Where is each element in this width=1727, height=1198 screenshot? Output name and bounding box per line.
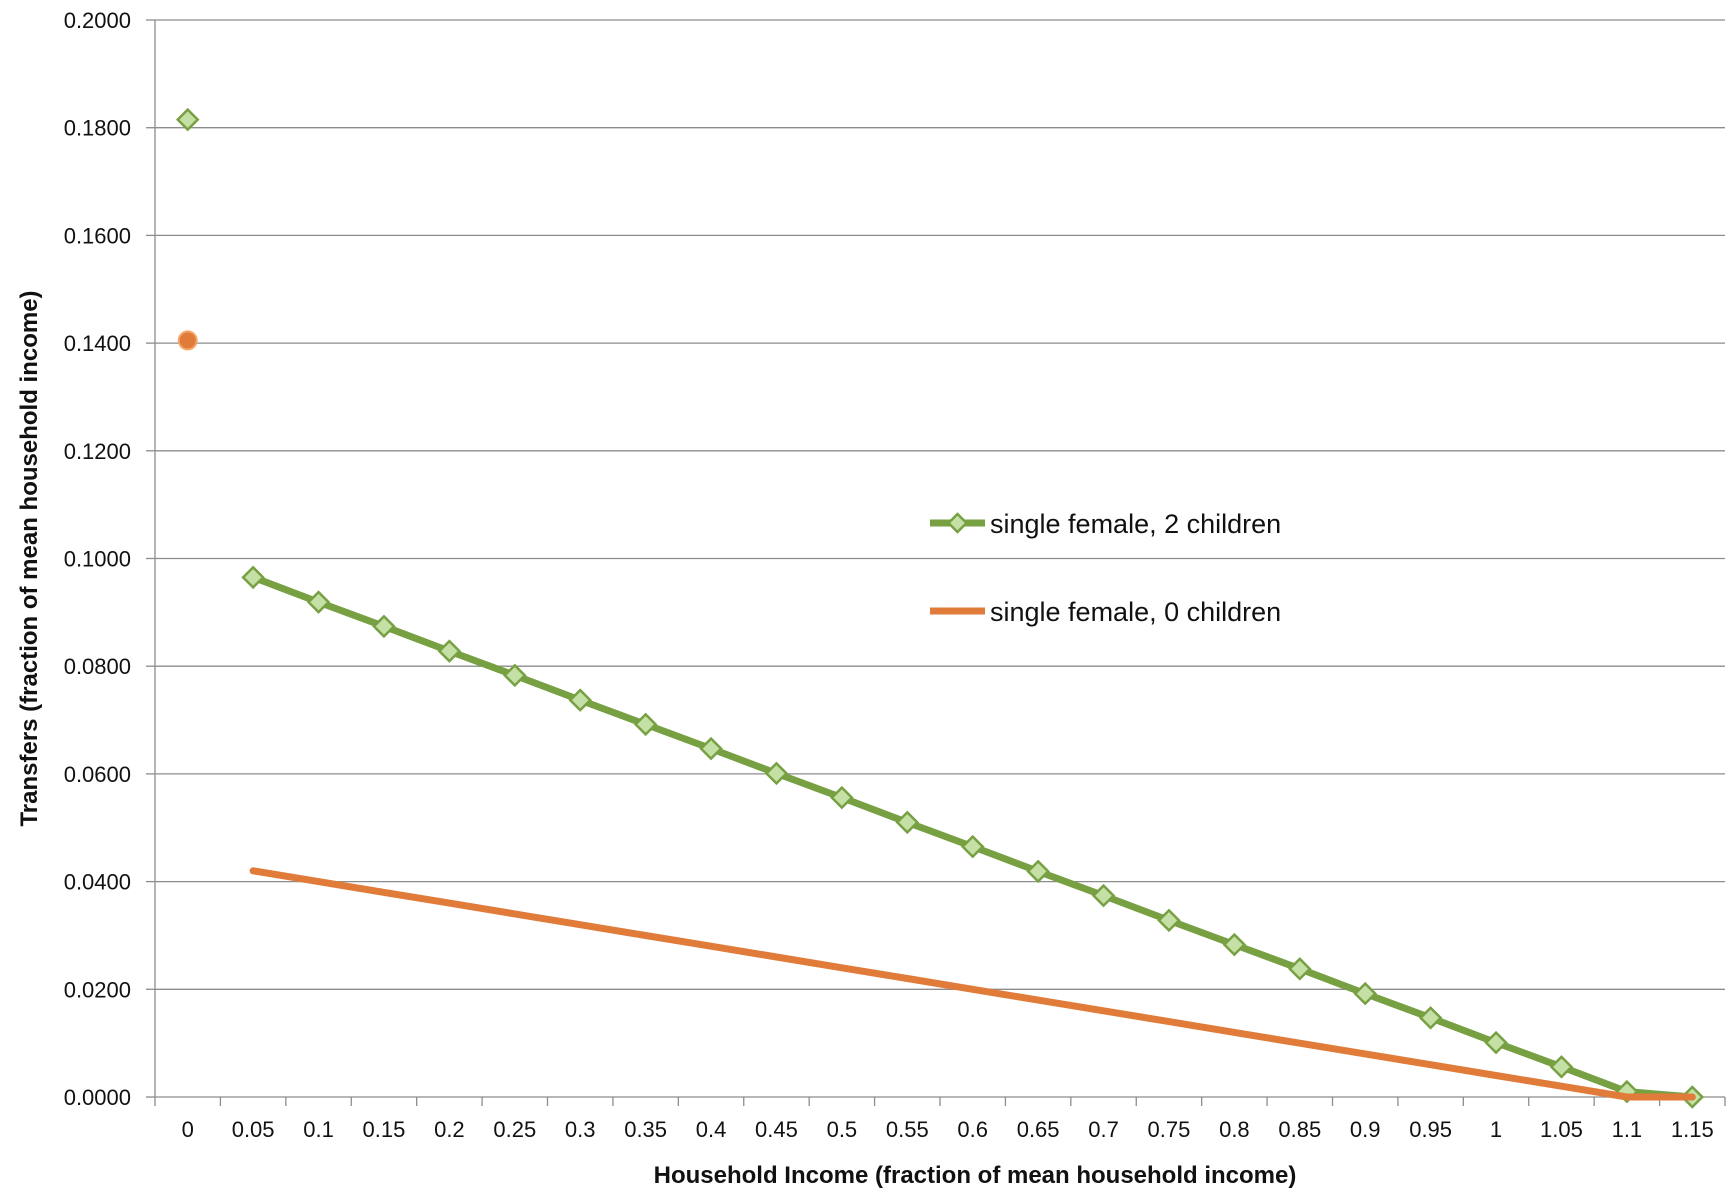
data-point-marker xyxy=(568,688,592,712)
series-line xyxy=(249,867,1696,1101)
x-tick-label: 0.65 xyxy=(1017,1117,1060,1142)
x-tick-label: 0.8 xyxy=(1219,1117,1250,1142)
x-tick-label: 0.55 xyxy=(886,1117,929,1142)
data-point-marker xyxy=(895,810,920,835)
x-tick-label: 0.85 xyxy=(1278,1117,1321,1142)
x-axis-title: Household Income (fraction of mean house… xyxy=(654,1162,1297,1189)
data-point-marker xyxy=(1484,1030,1508,1055)
legend-label: single female, 0 children xyxy=(990,597,1281,627)
data-point-marker xyxy=(764,761,789,786)
data-point-marker xyxy=(960,834,985,859)
x-tick-label: 0.35 xyxy=(624,1117,667,1142)
x-tick-label: 0.3 xyxy=(565,1117,596,1142)
series-layer xyxy=(175,107,1705,1109)
legend-swatch-marker xyxy=(946,512,969,534)
x-tick-label: 0.2 xyxy=(434,1117,465,1142)
x-tick-label: 0 xyxy=(182,1117,194,1142)
x-tick-label: 1.15 xyxy=(1671,1117,1714,1142)
legend: single female, 2 children single female, … xyxy=(930,509,1281,627)
y-tick-label: 0.1600 xyxy=(64,223,131,248)
data-point-marker xyxy=(1418,1006,1443,1030)
x-tick-label: 0.7 xyxy=(1088,1117,1119,1142)
data-point-marker xyxy=(1157,908,1181,933)
data-point-marker xyxy=(830,785,854,810)
data-point-marker xyxy=(306,590,331,614)
data-point-marker xyxy=(699,736,723,761)
x-tick-label: 1.05 xyxy=(1540,1117,1583,1142)
x-tick-label: 0.45 xyxy=(755,1117,798,1142)
y-tick-label: 0.0200 xyxy=(64,977,131,1002)
x-tick-label: 0.9 xyxy=(1350,1117,1381,1142)
y-tick-labels: 0.0000 0.0200 0.0400 0.0600 0.0800 0.1000 0.12… xyxy=(64,8,131,1110)
x-tick-label: 0.4 xyxy=(696,1117,727,1142)
data-point-marker xyxy=(1353,981,1377,1006)
x-tick-label: 1.1 xyxy=(1612,1117,1643,1142)
y-tick-label: 0.0600 xyxy=(64,762,131,787)
data-point-marker xyxy=(372,614,396,639)
x-tick-label: 0.95 xyxy=(1409,1117,1452,1142)
x-tick-label: 0.1 xyxy=(303,1117,334,1142)
y-tick-label: 0.0800 xyxy=(64,654,131,679)
y-tick-label: 0.1000 xyxy=(64,547,131,572)
gridlines xyxy=(155,19,1725,990)
y-tick-label: 0.0000 xyxy=(64,1085,131,1110)
legend-label: single female, 2 children xyxy=(990,509,1281,539)
y-tick-label: 0.2000 xyxy=(64,8,131,33)
x-tick-label: 0.6 xyxy=(957,1117,988,1142)
data-point-marker xyxy=(175,107,200,132)
x-tick-labels: 0 0.05 0.1 0.15 0.2 0.25 0.3 0.35 0.4 0.45 0.5 0.55… xyxy=(182,1117,1714,1142)
x-tick-label: 0.05 xyxy=(232,1117,275,1142)
y-tick-label: 0.1400 xyxy=(64,331,131,356)
data-point-marker xyxy=(177,330,198,351)
data-point-marker xyxy=(1288,957,1312,981)
x-tick-label: 0.75 xyxy=(1148,1117,1191,1142)
x-tick-label: 0.25 xyxy=(493,1117,536,1142)
data-point-marker xyxy=(1091,883,1116,908)
data-point-marker xyxy=(1549,1055,1574,1079)
data-point-marker xyxy=(503,663,527,688)
x-tick-label: 0.15 xyxy=(363,1117,406,1142)
data-point-marker xyxy=(633,712,658,737)
axes xyxy=(146,19,1726,1106)
data-point-marker xyxy=(1026,859,1050,884)
y-tick-label: 0.1200 xyxy=(64,439,131,464)
data-point-marker xyxy=(1222,932,1247,957)
data-point-marker xyxy=(437,639,462,663)
data-point-marker xyxy=(241,565,265,590)
y-axis-title: Transfers (fraction of mean household in… xyxy=(16,290,43,826)
y-tick-label: 0.1800 xyxy=(64,116,131,141)
x-tick-label: 1 xyxy=(1490,1117,1502,1142)
x-tick-label: 0.5 xyxy=(827,1117,858,1142)
y-tick-label: 0.0400 xyxy=(64,870,131,895)
